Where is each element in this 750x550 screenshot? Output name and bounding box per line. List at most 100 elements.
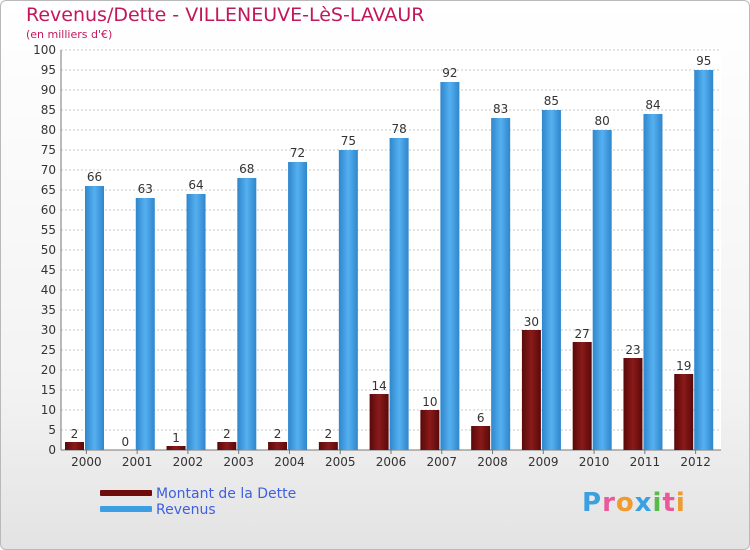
data-label-revenus: 72 <box>290 146 305 160</box>
data-label-revenus: 92 <box>442 66 457 80</box>
bar-revenus <box>338 150 358 450</box>
x-tick-label: 2002 <box>173 455 204 469</box>
y-tick-label: 60 <box>41 203 56 217</box>
bar-dette <box>268 442 288 450</box>
bar-dette <box>572 342 592 450</box>
y-tick-label: 95 <box>41 63 56 77</box>
x-tick-label: 2012 <box>680 455 711 469</box>
bar-revenus <box>186 194 206 450</box>
logo-letter: o <box>615 488 635 518</box>
y-tick-label: 35 <box>41 303 56 317</box>
bar-revenus <box>288 162 308 450</box>
data-label-dette: 19 <box>676 359 691 373</box>
y-tick-label: 90 <box>41 83 56 97</box>
bar-dette <box>674 374 694 450</box>
y-tick-label: 10 <box>41 403 56 417</box>
bar-dette <box>217 442 237 450</box>
y-tick-label: 45 <box>41 263 56 277</box>
y-tick-label: 25 <box>41 343 56 357</box>
data-label-revenus: 68 <box>239 162 254 176</box>
chart-title: Revenus/Dette - VILLENEUVE-LèS-LAVAUR <box>26 4 425 26</box>
y-tick-label: 100 <box>33 43 56 57</box>
legend-label-dette: Montant de la Dette <box>156 486 297 502</box>
data-label-revenus: 95 <box>696 54 711 68</box>
x-tick-label: 2001 <box>122 455 153 469</box>
y-tick-label: 5 <box>48 423 56 437</box>
data-label-revenus: 85 <box>544 94 559 108</box>
data-label-dette: 1 <box>172 431 180 445</box>
data-label-dette: 10 <box>422 395 437 409</box>
data-label-revenus: 75 <box>341 134 356 148</box>
y-tick-label: 65 <box>41 183 56 197</box>
legend-label-revenus: Revenus <box>156 502 216 518</box>
bar-revenus <box>694 70 714 450</box>
bar-dette <box>521 330 541 450</box>
data-label-revenus: 78 <box>391 122 406 136</box>
x-tick-label: 2006 <box>376 455 407 469</box>
bar-dette <box>623 358 643 450</box>
data-label-dette: 14 <box>371 379 386 393</box>
bar-revenus <box>85 186 104 450</box>
bar-revenus <box>643 114 663 450</box>
logo-letter: i <box>675 488 686 518</box>
y-tick-label: 30 <box>41 323 56 337</box>
bar-dette <box>369 394 389 450</box>
bar-dette <box>471 426 491 450</box>
legend-swatch-revenus <box>100 506 152 512</box>
y-tick-label: 85 <box>41 103 56 117</box>
logo-letter: i <box>652 488 663 518</box>
bar-dette <box>318 442 338 450</box>
bar-dette <box>420 410 440 450</box>
x-tick-label: 2008 <box>477 455 508 469</box>
y-tick-label: 75 <box>41 143 56 157</box>
y-tick-label: 80 <box>41 123 56 137</box>
x-tick-label: 2004 <box>274 455 305 469</box>
bar-dette <box>65 442 84 450</box>
y-tick-label: 50 <box>41 243 56 257</box>
x-tick-label: 2005 <box>325 455 356 469</box>
bar-revenus <box>135 198 155 450</box>
x-tick-label: 2010 <box>579 455 610 469</box>
data-label-dette: 2 <box>223 427 231 441</box>
x-tick-label: 2011 <box>630 455 661 469</box>
y-tick-label: 40 <box>41 283 56 297</box>
data-label-dette: 2 <box>71 427 79 441</box>
data-label-dette: 30 <box>524 315 539 329</box>
y-tick-label: 70 <box>41 163 56 177</box>
bar-revenus <box>237 178 257 450</box>
logo-letter: x <box>634 488 653 518</box>
data-label-revenus: 64 <box>188 178 203 192</box>
bar-revenus <box>592 130 612 450</box>
logo-letter: t <box>662 488 676 518</box>
data-label-dette: 27 <box>575 327 590 341</box>
logo-letter: P <box>582 488 603 518</box>
data-label-dette: 23 <box>625 343 640 357</box>
y-tick-label: 55 <box>41 223 56 237</box>
x-tick-label: 2000 <box>71 455 102 469</box>
bar-revenus <box>491 118 511 450</box>
data-label-revenus: 66 <box>87 170 102 184</box>
data-label-dette: 2 <box>325 427 333 441</box>
proxiti-logo: Proxiti <box>582 488 686 518</box>
y-tick-label: 15 <box>41 383 56 397</box>
data-label-revenus: 84 <box>645 98 660 112</box>
y-tick-label: 0 <box>48 443 56 457</box>
data-label-dette: 2 <box>274 427 282 441</box>
x-tick-label: 2007 <box>426 455 457 469</box>
data-label-revenus: 83 <box>493 102 508 116</box>
logo-letter: r <box>602 488 616 518</box>
chart-subtitle: (en milliers d'€) <box>26 28 113 41</box>
data-label-revenus: 80 <box>595 114 610 128</box>
data-label-dette: 6 <box>477 411 485 425</box>
legend-swatch-dette <box>100 490 152 496</box>
bar-dette <box>166 446 186 450</box>
data-label-revenus: 63 <box>138 182 153 196</box>
data-label-dette: 0 <box>121 435 129 449</box>
y-tick-label: 20 <box>41 363 56 377</box>
bar-revenus <box>440 82 460 450</box>
bar-revenus <box>541 110 561 450</box>
x-tick-label: 2003 <box>223 455 254 469</box>
x-tick-label: 2009 <box>528 455 559 469</box>
bar-revenus <box>389 138 409 450</box>
